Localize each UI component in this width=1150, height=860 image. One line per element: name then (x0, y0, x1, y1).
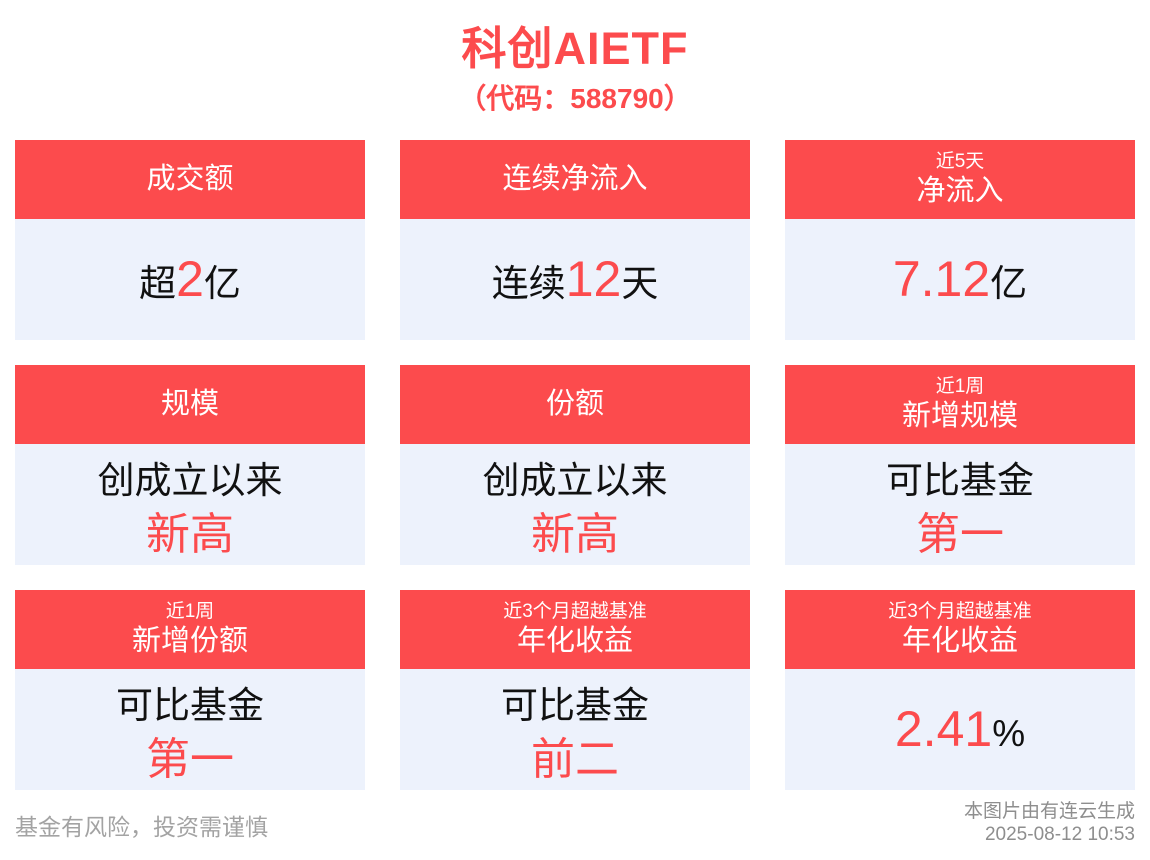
card-header-main: 净流入 (916, 174, 1004, 207)
card-header-small: 近1周 (935, 375, 985, 397)
card-body: 创成立以来 新高 (15, 444, 365, 565)
fund-code-subtitle: （代码：588790） (458, 82, 692, 114)
card-header: 规模 (15, 365, 365, 444)
generator-line: 本图片由有连云生成 (963, 801, 1135, 823)
card-header-small: 近5天 (935, 150, 985, 172)
card-consecutive-inflow: 连续净流入 连续12天 (400, 140, 750, 340)
card-5day-net-inflow: 近5天 净流入 7.12亿 (785, 140, 1135, 340)
value-prefix: 超 (139, 262, 177, 304)
card-1week-new-shares: 近1周 新增份额 可比基金 第一 (15, 590, 365, 790)
card-header: 近5天 净流入 (785, 140, 1135, 219)
card-value-line: 超2亿 (139, 251, 241, 309)
value-prefix: 连续 (491, 262, 566, 304)
card-header: 近1周 新增份额 (15, 590, 365, 669)
card-header-main: 新增份额 (131, 624, 248, 657)
card-shares: 份额 创成立以来 新高 (400, 365, 750, 565)
card-header-small: 近3个月超越基准 (503, 600, 647, 622)
value-suffix: 亿 (990, 262, 1028, 304)
stat-card-grid: 成交额 超2亿 连续净流入 连续12天 近5天 净流入 7.12亿 (15, 140, 1135, 790)
card-emphasis-line: 新高 (146, 509, 234, 559)
value-highlight: 2.41 (894, 700, 993, 757)
card-header: 近3个月超越基准 年化收益 (785, 590, 1135, 669)
value-prefix: 创成立以来 (482, 460, 668, 502)
value-highlight: 2 (176, 250, 204, 307)
card-value-line: 创成立以来 (98, 448, 283, 506)
title-block: 科创AIETF （代码：588790） (0, 24, 1150, 114)
card-header: 成交额 (15, 140, 365, 219)
card-body: 可比基金 第一 (15, 669, 365, 790)
card-value-line: 连续12天 (492, 251, 659, 309)
card-emphasis-line: 第一 (146, 734, 234, 784)
card-body: 2.41% (785, 669, 1135, 790)
card-header-small: 近3个月超越基准 (888, 600, 1032, 622)
card-header-small: 近1周 (165, 600, 215, 622)
card-body: 超2亿 (15, 219, 365, 340)
card-body: 可比基金 前二 (400, 669, 750, 790)
card-scale: 规模 创成立以来 新高 (15, 365, 365, 565)
card-body: 可比基金 第一 (785, 444, 1135, 565)
value-suffix: % (992, 712, 1026, 754)
card-header: 连续净流入 (400, 140, 750, 219)
card-value-line: 2.41% (895, 701, 1025, 759)
card-value-line: 可比基金 (886, 448, 1034, 506)
value-highlight: 12 (565, 250, 622, 307)
generator-credit: 本图片由有连云生成 2025-08-12 10:53 (964, 801, 1135, 847)
card-body: 连续12天 (400, 219, 750, 340)
card-value-line: 7.12亿 (893, 251, 1027, 309)
card-emphasis-line: 新高 (531, 509, 619, 559)
value-prefix: 可比基金 (501, 685, 649, 727)
page-title: 科创AIETF (461, 23, 689, 74)
card-emphasis-line: 第一 (916, 509, 1004, 559)
card-header-main: 规模 (160, 388, 219, 421)
card-1week-new-scale: 近1周 新增规模 可比基金 第一 (785, 365, 1135, 565)
card-3month-excess-rank: 近3个月超越基准 年化收益 可比基金 前二 (400, 590, 750, 790)
card-value-line: 创成立以来 (483, 448, 668, 506)
card-3month-excess-return: 近3个月超越基准 年化收益 2.41% (785, 590, 1135, 790)
value-suffix: 亿 (203, 262, 241, 304)
value-prefix: 可比基金 (116, 685, 264, 727)
card-body: 创成立以来 新高 (400, 444, 750, 565)
card-value-line: 可比基金 (501, 673, 649, 731)
card-header-main: 年化收益 (516, 624, 633, 657)
card-header: 份额 (400, 365, 750, 444)
card-header-main: 新增规模 (901, 399, 1018, 432)
timestamp: 2025-08-12 10:53 (984, 824, 1135, 846)
value-highlight: 7.12 (892, 250, 991, 307)
card-header-main: 连续净流入 (502, 163, 648, 196)
value-suffix: 天 (621, 262, 659, 304)
card-header-main: 年化收益 (901, 624, 1018, 657)
card-emphasis-line: 前二 (531, 734, 619, 784)
risk-disclaimer: 基金有风险，投资需谨慎 (15, 814, 268, 840)
card-header-main: 份额 (545, 388, 604, 421)
card-body: 7.12亿 (785, 219, 1135, 340)
card-header: 近1周 新增规模 (785, 365, 1135, 444)
card-turnover: 成交额 超2亿 (15, 140, 365, 340)
value-prefix: 创成立以来 (97, 460, 283, 502)
card-header: 近3个月超越基准 年化收益 (400, 590, 750, 669)
card-header-main: 成交额 (146, 163, 234, 196)
value-prefix: 可比基金 (886, 460, 1034, 502)
card-value-line: 可比基金 (116, 673, 264, 731)
